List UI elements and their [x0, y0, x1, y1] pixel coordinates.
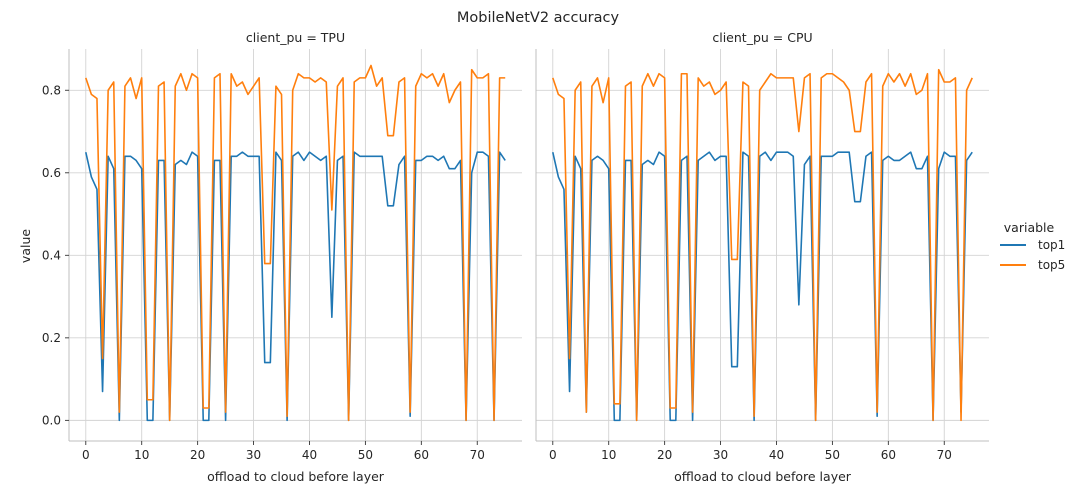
y-axis-label: value	[18, 229, 33, 263]
gridlines	[536, 49, 989, 441]
x-tick-label: 50	[358, 448, 373, 462]
legend: variable top1 top5	[1000, 220, 1065, 272]
x-tick-label: 0	[82, 448, 90, 462]
y-tick-label: 0.8	[42, 83, 61, 97]
series-line-top5	[85, 64, 506, 422]
panel-0: 0 10 20 30 40 50 60 70 0.0 0.2 0.4 0.6 0.8 offload to…	[42, 30, 522, 484]
x-tick-label: 20	[657, 448, 672, 462]
series-line-top1	[551, 151, 973, 422]
series-line-top5	[552, 68, 973, 422]
x-tick-label: 70	[937, 448, 952, 462]
x-axis-label: offload to cloud before layer	[674, 469, 852, 484]
legend-label-top1: top1	[1038, 238, 1065, 252]
legend-title: variable	[1004, 220, 1055, 235]
facet-panels: 0 10 20 30 40 50 60 70 0.0 0.2 0.4 0.6 0.8 offload to…	[42, 30, 989, 484]
y-tick-label: 0.0	[42, 413, 61, 427]
legend-label-top5: top5	[1038, 258, 1065, 272]
x-tick-label: 70	[470, 448, 485, 462]
x-tick-label: 60	[881, 448, 896, 462]
y-tick-label: 0.6	[42, 166, 61, 180]
x-tick-label: 30	[246, 448, 261, 462]
x-tick-label: 50	[825, 448, 840, 462]
x-tick-label: 40	[302, 448, 317, 462]
series-line-top1	[84, 151, 506, 422]
panel-title: client_pu = TPU	[246, 30, 345, 45]
x-tick-label: 60	[414, 448, 429, 462]
legend-items: top1 top5	[1000, 238, 1065, 272]
x-tick-label: 0	[549, 448, 557, 462]
x-tick-label: 10	[134, 448, 149, 462]
gridlines	[69, 49, 522, 441]
y-tick-label: 0.4	[42, 248, 61, 262]
panel-title: client_pu = CPU	[712, 30, 812, 45]
x-tick-label: 20	[190, 448, 205, 462]
panel-1: 0 10 20 30 40 50 60 70 offload to cloud before l…	[535, 30, 989, 484]
x-tick-label: 30	[713, 448, 728, 462]
x-tick-label: 40	[769, 448, 784, 462]
x-axis-label: offload to cloud before layer	[207, 469, 385, 484]
y-tick-label: 0.2	[42, 331, 61, 345]
x-tick-label: 10	[601, 448, 616, 462]
chart-title: MobileNetV2 accuracy	[457, 10, 620, 26]
